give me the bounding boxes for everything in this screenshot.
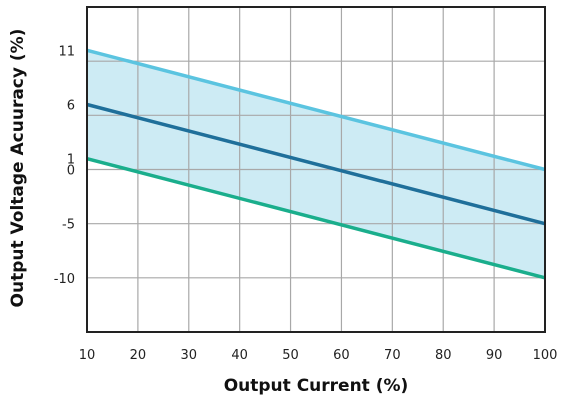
x-axis-title: Output Current (%): [224, 376, 409, 396]
y-tick-label: 11: [58, 44, 75, 59]
x-tick-label: 50: [282, 348, 299, 363]
y-tick-label: 0: [67, 164, 75, 179]
y-tick-label: 1: [67, 153, 75, 168]
x-tick-label: 60: [333, 348, 350, 363]
series-line-1: [86, 48, 546, 172]
series-line-3: [86, 156, 546, 280]
x-tick-label: 30: [181, 348, 198, 363]
y-tick-label: 6: [67, 99, 75, 114]
x-tick-label: 40: [231, 348, 248, 363]
plot-frame: [86, 6, 546, 333]
y-tick-label: -10: [54, 272, 75, 287]
y-axis-title: Output Voltage Acuuracy (%): [8, 29, 28, 308]
x-tick-label: 90: [486, 348, 503, 363]
y-tick-label: -5: [62, 218, 75, 233]
x-tick-label: 100: [533, 348, 558, 363]
x-tick-label: 20: [130, 348, 147, 363]
x-tick-label: 70: [384, 348, 401, 363]
x-tick-label: 80: [435, 348, 452, 363]
x-tick-label: 10: [79, 348, 96, 363]
series-line-2: [86, 102, 546, 226]
